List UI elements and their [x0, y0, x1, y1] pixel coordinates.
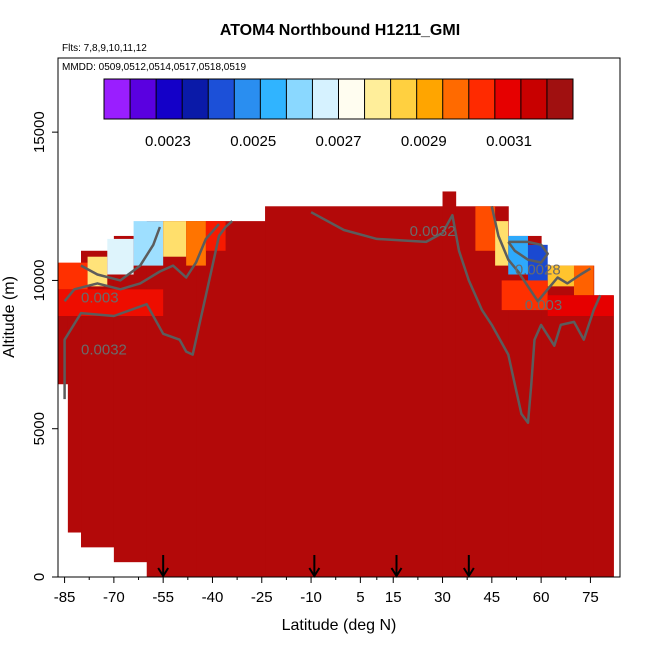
colorbar-segment: [494, 79, 522, 119]
colorbar-segment: [286, 79, 313, 119]
flights-subtitle: Flts: 7,8,9,10,11,12: [62, 43, 147, 54]
x-tick-label: -55: [152, 589, 174, 606]
contour-label: 0.003: [525, 297, 563, 314]
heatmap-column: [593, 295, 614, 577]
colorbar-segment: [130, 79, 157, 119]
arrow-head: [390, 567, 403, 578]
x-axis: -85 -70 -55 -40 -25 -10 5 15 30 45 60 75: [54, 577, 599, 606]
heatmap-zone: [205, 221, 226, 251]
x-tick-label: 5: [356, 589, 364, 606]
heatmap-zone: [186, 221, 206, 266]
colorbar-segment: [390, 79, 417, 119]
y-axis: 0 5000 10000 15000: [31, 111, 58, 581]
colorbar-tick-label: 0.0027: [316, 133, 362, 150]
colorbar-tick-label: 0.0031: [486, 133, 532, 150]
colorbar-tick-label: 0.0029: [401, 133, 447, 150]
x-tick-label: 45: [483, 589, 500, 606]
x-axis-label: Latitude (deg N): [282, 617, 397, 634]
heatmap-zone: [475, 206, 496, 251]
heatmap-zone: [58, 289, 164, 317]
colorbar-segment: [416, 79, 444, 119]
colorbar-segment: [312, 79, 339, 119]
x-tick-label: -70: [103, 589, 125, 606]
y-tick-label: 0: [31, 573, 48, 581]
colorbar-segment: [364, 79, 391, 119]
y-tick-label: 10000: [31, 260, 48, 302]
x-tick-label: 75: [582, 589, 599, 606]
contour-label: 0.0028: [515, 261, 561, 278]
heatmap-column: [146, 221, 197, 577]
colorbar-segment: [520, 79, 548, 119]
x-tick-label: -25: [251, 589, 273, 606]
contour-label: 0.003: [81, 290, 119, 307]
y-tick-label: 15000: [31, 111, 48, 153]
contour-line: [63, 220, 234, 400]
heatmap-zone: [163, 221, 187, 257]
colorbar: 0.0023 0.0025 0.0027 0.0029 0.0031: [103, 78, 574, 150]
contour-line: [490, 206, 592, 303]
colorbar-segment: [468, 79, 496, 119]
dates-subtitle: MMDD: 0509,0512,0514,0517,0518,0519: [62, 62, 246, 73]
y-axis-label: Altitude (m): [1, 276, 18, 358]
heatmap-column: [265, 206, 444, 577]
contour-line: [507, 240, 549, 264]
heatmap-zone: [501, 280, 548, 311]
contour-line: [63, 223, 220, 302]
flight-track-arrows: [157, 555, 475, 578]
arrow-head: [462, 567, 475, 578]
colorbar-segment: [156, 79, 183, 119]
contour-line: [80, 226, 162, 282]
heatmap-zone: [573, 265, 594, 296]
colorbar-frame: [103, 78, 574, 120]
heatmap-column: [442, 191, 457, 577]
x-tick-label: -85: [54, 589, 76, 606]
colorbar-segment: [182, 79, 209, 119]
contour-label: 0.0032: [410, 223, 456, 240]
heatmap-zone: [527, 244, 548, 287]
chart-title: ATOM4 Northbound H1211_GMI: [220, 22, 460, 39]
x-tick-label: -40: [202, 589, 224, 606]
colorbar-segment: [442, 79, 470, 119]
contour-line: [310, 211, 602, 425]
x-tick-label: -10: [300, 589, 322, 606]
heatmap-column: [196, 221, 266, 577]
heatmap-column: [541, 265, 595, 577]
y-tick-label: 5000: [31, 412, 48, 445]
heatmap-column: [113, 235, 148, 563]
colorbar-segment: [234, 79, 261, 119]
x-tick-label: 15: [385, 589, 402, 606]
colorbar-segment: [104, 79, 131, 119]
colorbar-segment: [338, 79, 365, 119]
heatmap-zone: [87, 256, 108, 287]
arrow-head: [157, 567, 170, 578]
arrow-head: [308, 567, 321, 578]
contour-label: 0.0032: [81, 342, 127, 359]
colorbar-segment: [208, 79, 235, 119]
plot-frame: [57, 57, 621, 578]
contour-lines: 0.0032 0.003 0.0032 0.0028 0.003: [63, 206, 602, 425]
x-tick-label: 30: [434, 589, 451, 606]
heatmap-column: [67, 265, 82, 533]
heatmap-zone: [107, 238, 134, 275]
colorbar-tick-label: 0.0023: [145, 133, 191, 150]
x-tick-label: 60: [533, 589, 550, 606]
colorbar-segment: [546, 79, 574, 119]
colorbar-segment: [260, 79, 287, 119]
heatmap-column: [58, 265, 69, 385]
colorbar-tick-label: 0.0025: [230, 133, 276, 150]
